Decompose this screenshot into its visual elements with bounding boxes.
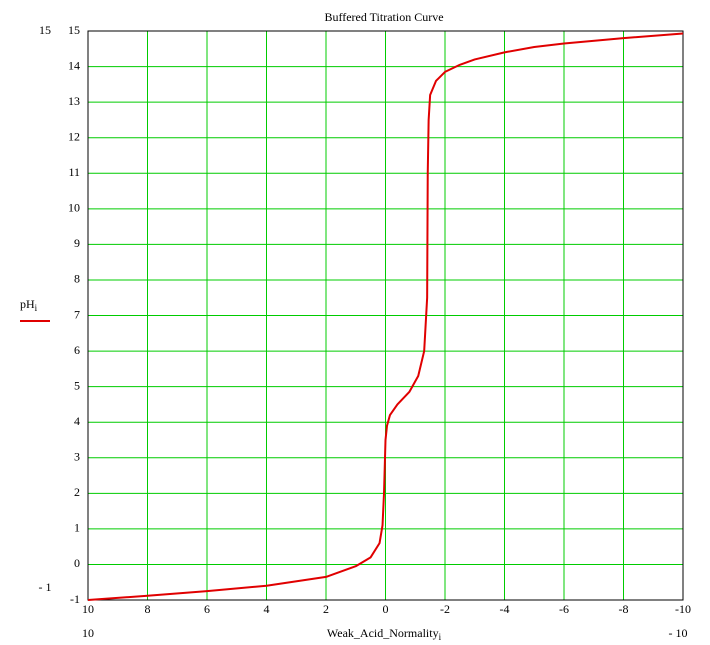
y-tick-label: 10 [68,201,80,215]
y-tick-label: 7 [74,307,80,321]
y-tick-label: 14 [68,58,80,72]
x-axis-label-text: Weak_Acid_Normality [327,626,439,640]
y-tick-label: -1 [70,592,80,606]
y-tick-label: 13 [68,94,80,108]
x-limit-label: 10 [82,626,94,640]
x-tick-label: 2 [323,602,329,616]
x-axis-label-subscript: i [439,632,442,642]
y-tick-label: 8 [74,272,80,286]
x-tick-label: -4 [500,602,510,616]
y-limit-label: - 1 [39,580,52,594]
x-tick-label: -10 [675,602,691,616]
x-tick-label: -8 [619,602,629,616]
y-tick-label: 11 [68,165,80,179]
x-tick-label: -6 [559,602,569,616]
legend-label: pHi [20,297,38,313]
x-tick-label: -2 [440,602,450,616]
x-tick-label: 4 [264,602,270,616]
y-limit-label: 15 [39,23,51,37]
x-tick-label: 10 [82,602,94,616]
y-tick-label: 4 [74,414,80,428]
y-tick-label: 2 [74,485,80,499]
x-tick-label: 0 [383,602,389,616]
legend-label-subscript: i [35,303,38,313]
legend-label-text: pH [20,297,35,311]
y-tick-label: 0 [74,556,80,570]
x-limit-label: - 10 [669,626,688,640]
x-tick-label: 8 [145,602,151,616]
plot-frame [87,30,684,601]
x-axis-label: Weak_Acid_Normalityi [327,626,442,642]
data-line [87,32,684,601]
y-tick-label: 9 [74,236,80,250]
y-tick-label: 15 [68,23,80,37]
y-tick-label: 6 [74,343,80,357]
y-tick-label: 5 [74,378,80,392]
y-tick-label: 1 [74,521,80,535]
chart-title: Buffered Titration Curve [324,10,443,24]
y-tick-label: 3 [74,450,80,464]
y-tick-label: 12 [68,129,80,143]
x-tick-label: 6 [204,602,210,616]
